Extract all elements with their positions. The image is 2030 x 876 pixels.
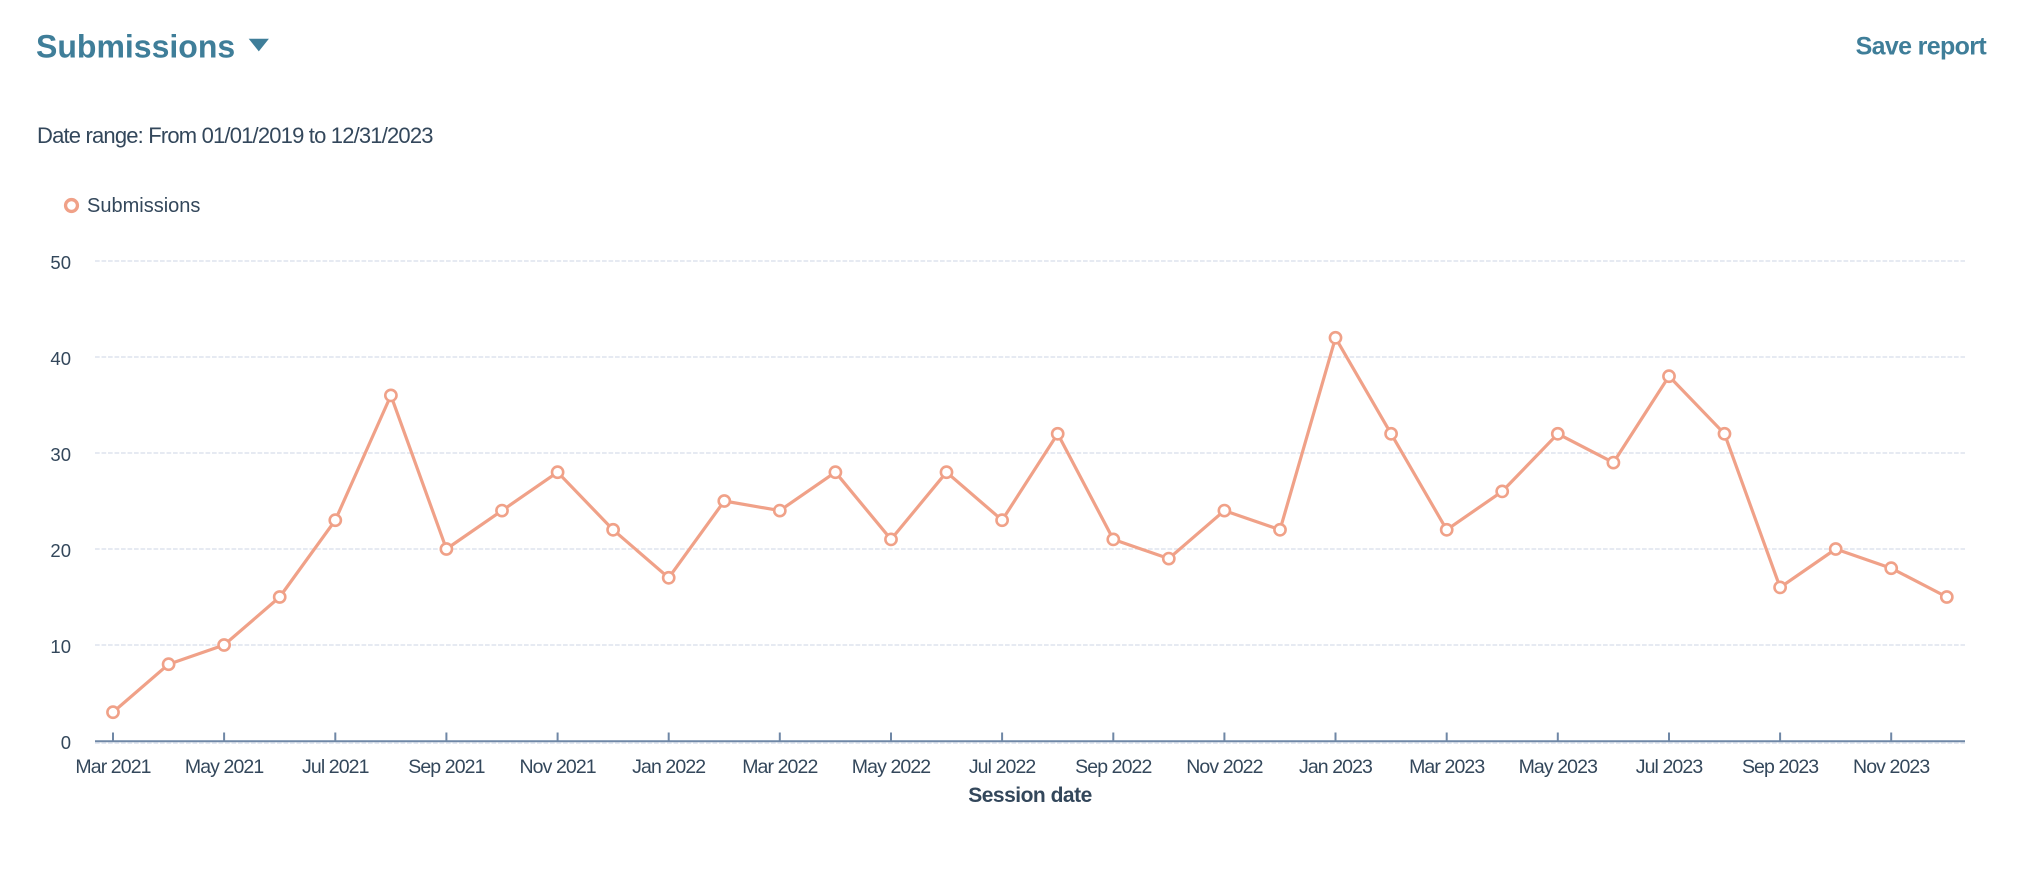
svg-text:20: 20 bbox=[50, 540, 71, 561]
svg-text:Sep 2022: Sep 2022 bbox=[1075, 756, 1151, 778]
svg-text:Nov 2022: Nov 2022 bbox=[1186, 756, 1262, 778]
svg-text:Submissions: Submissions bbox=[87, 195, 200, 217]
svg-text:Jul 2022: Jul 2022 bbox=[969, 756, 1036, 778]
svg-text:Date range: From 01/01/2019 to: Date range: From 01/01/2019 to 12/31/202… bbox=[37, 123, 433, 148]
svg-text:Jan 2022: Jan 2022 bbox=[632, 756, 705, 778]
svg-text:Save report: Save report bbox=[1856, 33, 1988, 61]
svg-text:May 2023: May 2023 bbox=[1519, 756, 1597, 778]
svg-text:Nov 2021: Nov 2021 bbox=[519, 756, 595, 778]
svg-text:40: 40 bbox=[50, 348, 71, 369]
svg-text:Submissions: Submissions bbox=[36, 29, 235, 65]
svg-text:10: 10 bbox=[50, 636, 71, 657]
svg-text:Jul 2021: Jul 2021 bbox=[302, 756, 369, 778]
svg-text:Sep 2021: Sep 2021 bbox=[408, 756, 484, 778]
svg-text:50: 50 bbox=[50, 252, 71, 273]
svg-text:May 2021: May 2021 bbox=[185, 756, 263, 778]
svg-text:Jul 2023: Jul 2023 bbox=[1636, 756, 1703, 778]
svg-text:Mar 2021: Mar 2021 bbox=[75, 756, 150, 778]
svg-text:Nov 2023: Nov 2023 bbox=[1853, 756, 1929, 778]
svg-text:Mar 2022: Mar 2022 bbox=[742, 756, 817, 778]
svg-text:Mar 2023: Mar 2023 bbox=[1409, 756, 1484, 778]
svg-text:May 2022: May 2022 bbox=[852, 756, 930, 778]
svg-text:30: 30 bbox=[50, 444, 71, 465]
svg-text:Session date: Session date bbox=[968, 784, 1092, 807]
svg-text:Sep 2023: Sep 2023 bbox=[1742, 756, 1818, 778]
svg-text:0: 0 bbox=[61, 732, 71, 753]
svg-text:Jan 2023: Jan 2023 bbox=[1299, 756, 1372, 778]
